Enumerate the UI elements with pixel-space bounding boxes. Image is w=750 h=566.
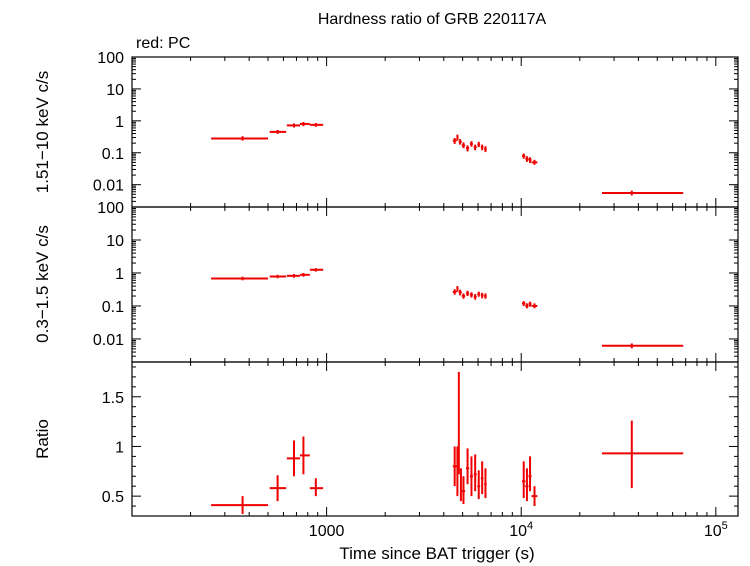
data-point (528, 301, 532, 307)
y-tick-label: 100 (97, 200, 124, 217)
data-point (601, 343, 684, 349)
y-tick-label: 10 (106, 233, 124, 250)
data-point (300, 436, 310, 475)
data-point (525, 156, 529, 162)
data-point (484, 468, 487, 499)
data-point (461, 476, 466, 505)
panel-hard: 0.01 0.1 1 10 100 1.51−10 keV c/s (33, 50, 739, 208)
y-axis-label-hard: 1.51−10 keV c/s (33, 71, 52, 193)
data-point (211, 496, 269, 515)
x-tick-exponent: 4 (527, 520, 533, 532)
data-point (457, 371, 460, 475)
data-point (286, 440, 301, 477)
data-point (601, 190, 684, 196)
y-tick-label: 100 (97, 50, 124, 67)
data-point (456, 286, 459, 292)
data-point (300, 121, 310, 127)
y-tick-label: 0.01 (93, 178, 124, 195)
data-point (469, 292, 473, 298)
data-point (452, 138, 457, 144)
data-point (525, 468, 529, 502)
x-tick-label: 1000 (309, 523, 345, 540)
panel-ratio: 0.5 1 1.5 Ratio (33, 361, 739, 517)
y-axis-label-soft: 0.3−1.5 keV c/s (33, 225, 52, 343)
data-point (461, 293, 466, 299)
x-tick-label: 105 (704, 520, 728, 540)
data-point (484, 146, 487, 153)
data-point (525, 303, 529, 309)
data-point (458, 138, 462, 145)
data-point (309, 268, 324, 272)
y-tick-label: 10 (106, 82, 124, 99)
panel-frame (131, 361, 739, 517)
y-tick-label: 1 (115, 266, 124, 283)
data-point (477, 141, 481, 148)
data-point (452, 446, 457, 487)
y-tick-label: 0.5 (102, 489, 124, 506)
data-point (456, 134, 459, 141)
y-tick-label: 1.5 (102, 390, 124, 407)
panel-soft: 0.01 0.1 1 10 100 0.3−1.5 keV c/s (33, 200, 739, 363)
data-point (458, 289, 462, 296)
y-axis-label-ratio: Ratio (33, 419, 52, 459)
data-point (465, 290, 470, 297)
data-point (531, 303, 538, 309)
chart-title: Hardness ratio of GRB 220117A (318, 11, 547, 28)
data-point (309, 478, 324, 497)
data-point (480, 144, 484, 151)
data-point (531, 486, 538, 507)
data-point (286, 274, 301, 278)
data-point (528, 157, 532, 163)
y-tick-label: 0.1 (102, 146, 124, 163)
data-point (480, 461, 484, 495)
data-point (452, 289, 457, 295)
data-point (459, 468, 462, 502)
y-tick-label: 0.1 (102, 299, 124, 316)
data-point (469, 141, 473, 147)
data-point (531, 159, 538, 165)
data-point (309, 122, 324, 127)
data-point (473, 294, 477, 300)
y-tick-label: 1 (115, 439, 124, 456)
panel-frame (131, 56, 739, 208)
data-point (477, 470, 481, 500)
data-point (522, 153, 526, 159)
data-point (522, 461, 526, 499)
panel-frame (131, 206, 739, 363)
data-point (473, 454, 477, 492)
x-tick-exponent: 5 (722, 520, 728, 532)
data-point (601, 420, 684, 489)
data-point (461, 142, 466, 149)
y-tick-label: 1 (115, 114, 124, 131)
data-point (480, 292, 484, 299)
data-point (465, 448, 470, 485)
data-point (484, 293, 487, 299)
mode-note: red: PC (136, 35, 190, 52)
data-point (528, 456, 532, 492)
data-point (477, 291, 481, 297)
data-point (269, 129, 287, 134)
data-point (469, 456, 473, 497)
data-point (522, 301, 526, 306)
data-point (269, 274, 287, 279)
data-point (473, 144, 477, 151)
data-point (465, 145, 470, 152)
data-point (211, 276, 269, 281)
data-point (211, 136, 269, 141)
x-axis-label: Time since BAT trigger (s) (339, 544, 534, 563)
data-point (269, 475, 287, 502)
y-tick-label: 0.01 (93, 332, 124, 349)
data-point (286, 123, 301, 128)
x-tick-label: 104 (509, 520, 533, 540)
data-point (300, 272, 310, 277)
